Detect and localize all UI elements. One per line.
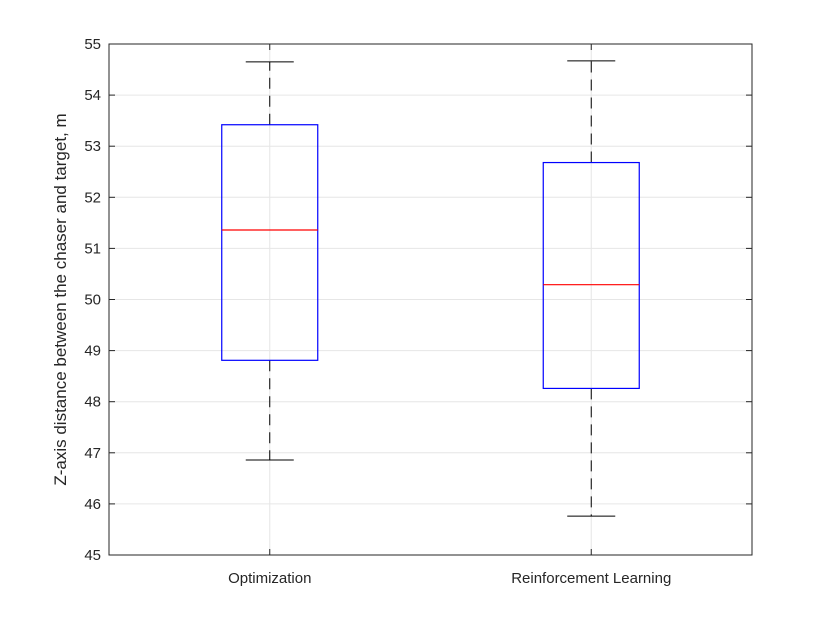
y-tick-label: 53: [84, 138, 101, 155]
y-tick-label: 47: [84, 445, 101, 462]
x-tick-label: Reinforcement Learning: [511, 570, 671, 587]
y-tick-label: 55: [84, 36, 101, 53]
axis-tick-labels: 45 46 47 48 49 50 51 52 53 54 55 Optimization Reinfo…: [84, 36, 671, 587]
y-tick-label: 46: [84, 496, 101, 513]
y-tick-label: 50: [84, 292, 101, 309]
box-group: [542, 60, 640, 517]
axis-ticks: [109, 43, 752, 556]
y-axis-label: Z-axis distance between the chaser and t…: [51, 113, 70, 485]
box-series: [221, 60, 640, 517]
iqr-box: [221, 124, 319, 361]
iqr-box: [542, 161, 640, 390]
y-tick-label: 45: [84, 547, 101, 564]
y-tick-label: 48: [84, 394, 101, 411]
box-group: [221, 61, 319, 461]
y-tick-label: 52: [84, 189, 101, 206]
grid-lines: [109, 44, 752, 555]
y-tick-label: 49: [84, 343, 101, 360]
y-tick-label: 51: [84, 240, 101, 257]
y-tick-label: 54: [84, 87, 101, 104]
x-tick-label: Optimization: [228, 570, 311, 587]
